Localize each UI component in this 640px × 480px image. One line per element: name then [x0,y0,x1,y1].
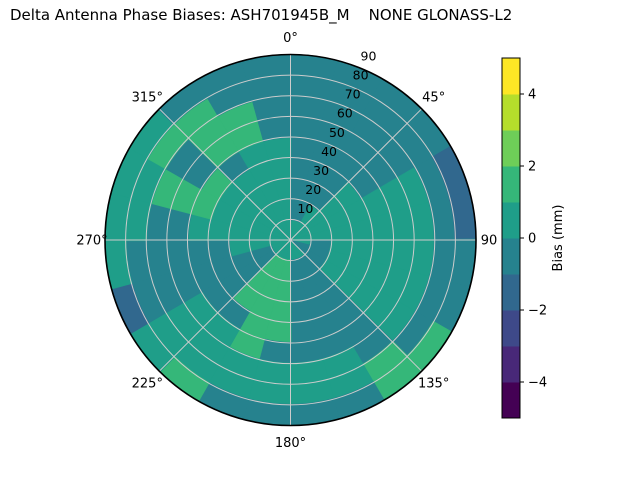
azimuth-gridline [158,239,291,372]
radial-tick-label: 80 [353,68,369,83]
azimuth-gridline [158,108,291,241]
radial-tick-label: 60 [337,106,353,121]
azimuth-tick-label: 270° [76,234,107,249]
colorbar-segment [502,238,520,275]
colorbar-segment [502,166,520,203]
colorbar-tick-label: −2 [528,304,547,319]
colorbar-segment [502,202,520,239]
radial-tick-label: 10 [297,201,313,216]
colorbar-segment [502,130,520,167]
contour-cells [104,54,477,426]
azimuth-gridline [290,239,423,372]
colorbar-tick-label: −4 [528,376,547,391]
azimuth-tick-label: 0° [283,31,298,46]
colorbar-segment [502,382,520,419]
radial-tick-label: 70 [345,87,361,102]
radial-tick-label: 90 [361,49,377,64]
colorbar-tick-label: 2 [528,160,536,175]
colorbar-segment [502,274,520,311]
radial-tick-label: 40 [321,144,337,159]
colorbar-segment [502,58,520,95]
colorbar-axis-label: Bias (mm) [551,205,566,272]
colorbar-segment [502,346,520,383]
colorbar-segment [502,310,520,347]
azimuth-tick-label: 225° [132,377,163,392]
colorbar-segment [502,94,520,131]
radial-tick-label: 20 [305,182,321,197]
plot-outline [104,53,477,427]
plot-title: Delta Antenna Phase Biases: ASH701945B_M… [10,6,513,24]
azimuth-tick-label: 180° [275,436,306,451]
colorbar: −4 −2 0 2 4 [501,57,547,419]
azimuth-tick-label: 315° [132,90,163,105]
radial-tick-labels: 10 20 30 40 50 60 70 80 90 [297,49,376,216]
azimuth-gridline [290,108,423,241]
polar-grid [104,53,477,427]
azimuth-tick-label: 45° [422,90,445,105]
radial-tick-label: 30 [313,163,329,178]
colorbar-tick-label: 0 [528,232,536,247]
azimuth-tick-label: 135° [418,377,449,392]
colorbar-tick-label: 4 [528,88,536,103]
radial-tick-label: 50 [329,125,345,140]
azimuth-tick-label: 90 [481,234,498,249]
azimuth-tick-labels: 0° 45° 90 135° 180° 225° 270° 315° [76,31,497,451]
